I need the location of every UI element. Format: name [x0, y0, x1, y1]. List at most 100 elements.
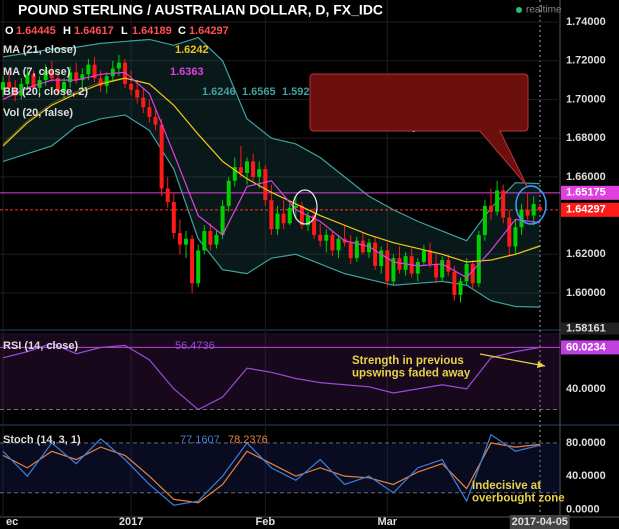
candle-body [190, 238, 195, 284]
legend-value: 1.6246 [202, 86, 236, 98]
y-tick-label: 40.0000 [566, 383, 606, 395]
x-label-box [509, 515, 570, 529]
legend-value: 1.6363 [170, 66, 204, 78]
candle-body [86, 64, 91, 75]
candle-body [452, 271, 457, 295]
candle-body [251, 161, 256, 177]
rsi-zone [0, 333, 560, 410]
candle-body [104, 76, 109, 86]
annotation-arrow [479, 353, 546, 367]
candle-body [214, 234, 219, 245]
stoch-k [2, 433, 540, 506]
candle-body [519, 209, 524, 228]
candle-body [68, 72, 73, 83]
candle-body [434, 263, 439, 278]
callout-box [309, 73, 529, 187]
x-tick-label: 2017-04-05 [512, 516, 568, 528]
candle-body [238, 167, 243, 173]
candle-body [507, 217, 512, 247]
candle-body [531, 203, 536, 216]
candle-body [403, 256, 408, 270]
candle-body [293, 205, 298, 208]
candle-body [49, 70, 54, 79]
candle-body [141, 97, 146, 108]
y-tick-label: 1.74000 [566, 16, 606, 28]
resistance-label: 1.65175 [566, 187, 606, 199]
candle-body [269, 200, 274, 230]
candle-body [232, 167, 237, 181]
rsi-label-box [561, 340, 619, 355]
x-tick-label: Feb [256, 516, 276, 528]
candle-body [196, 250, 201, 284]
price-label-box [561, 202, 619, 217]
candle-body [476, 234, 481, 284]
candle-body [470, 263, 475, 284]
candle-body [330, 234, 335, 251]
ohlc-label: C [178, 25, 186, 37]
candle-body [367, 242, 371, 253]
candle-body [177, 232, 182, 245]
candle-body [171, 202, 176, 233]
ohlc-label: H [63, 25, 71, 37]
candle-body [31, 74, 36, 88]
candle-body [135, 89, 140, 98]
candle-body [263, 169, 268, 201]
candle-body [312, 215, 317, 235]
y-label-box [561, 322, 619, 335]
candle-body [184, 238, 188, 245]
candle-body [336, 238, 341, 251]
candle-body [373, 242, 378, 266]
legend-value: 1.5927 [282, 86, 316, 98]
candle-body [428, 250, 432, 264]
candle-body [281, 213, 286, 224]
legend-label: MA (7, close) [3, 66, 71, 78]
annotation: Indecisive at [472, 480, 541, 492]
y-tick-label: 1.68000 [566, 132, 606, 144]
candle-body [19, 83, 24, 96]
candle-body [299, 205, 304, 226]
candle-body [98, 78, 103, 86]
highlight-circle [292, 189, 318, 225]
candle-body [482, 205, 487, 235]
candle-body [80, 74, 85, 81]
bollinger-lower [2, 114, 540, 308]
rsi-line [2, 342, 540, 411]
ohlc-value: 1.64617 [74, 25, 114, 37]
candle-body [165, 188, 170, 203]
ohlc-value: 1.64189 [132, 25, 172, 37]
y-tick-label: 1.66000 [566, 171, 606, 183]
candle-body [110, 68, 115, 77]
candle-body [220, 205, 225, 235]
y-tick-label: 1.62000 [566, 248, 606, 260]
candle-body [354, 240, 359, 259]
legend-value: 78.2376 [228, 434, 268, 446]
legend-label: MA (21, close) [3, 44, 77, 56]
price-label: 1.64297 [566, 204, 606, 216]
candle-body [421, 250, 426, 263]
arrow-head [537, 361, 545, 368]
ohlc-value: 1.64445 [16, 25, 56, 37]
x-tick-label: 2017 [119, 516, 143, 528]
candle-body [397, 258, 402, 270]
candle-body [123, 62, 127, 84]
candle-body [129, 83, 134, 90]
candle-body [147, 107, 152, 117]
legend-label: Vol (20, false) [3, 107, 73, 119]
y-tick-label: 1.70000 [566, 93, 606, 105]
candle-body [464, 263, 469, 282]
bollinger-fill [3, 37, 540, 308]
x-tick-label: ec [6, 516, 18, 528]
ohlc-value: 1.64297 [189, 25, 229, 37]
candle-body [92, 64, 97, 79]
candle-body [43, 70, 48, 81]
legend-value: 77.1607 [180, 434, 220, 446]
candle-body [1, 82, 5, 90]
candle-body [537, 206, 542, 210]
candle-body [55, 78, 60, 92]
resistance-label-box [561, 185, 619, 200]
candle-body [245, 161, 249, 173]
candle-body [62, 82, 66, 92]
highlight-circle [515, 185, 547, 225]
candle-body [501, 190, 506, 218]
